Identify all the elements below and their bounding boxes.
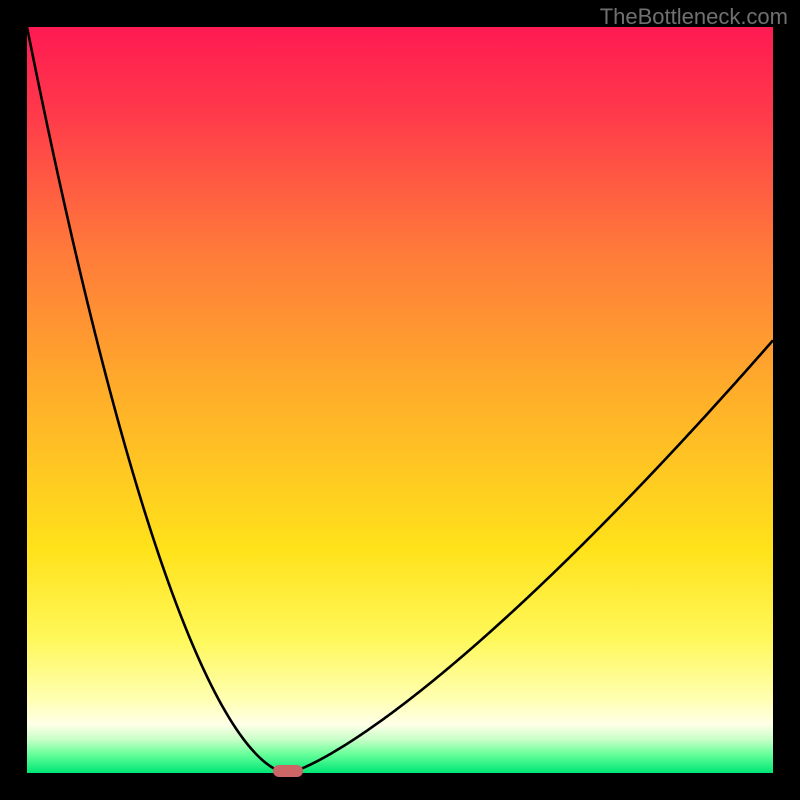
watermark-text: TheBottleneck.com xyxy=(600,4,788,30)
chart-frame: TheBottleneck.com xyxy=(0,0,800,800)
valley-marker xyxy=(273,765,303,777)
plot-area xyxy=(27,27,773,773)
bottleneck-curve xyxy=(27,27,773,773)
curve-path xyxy=(27,27,773,773)
